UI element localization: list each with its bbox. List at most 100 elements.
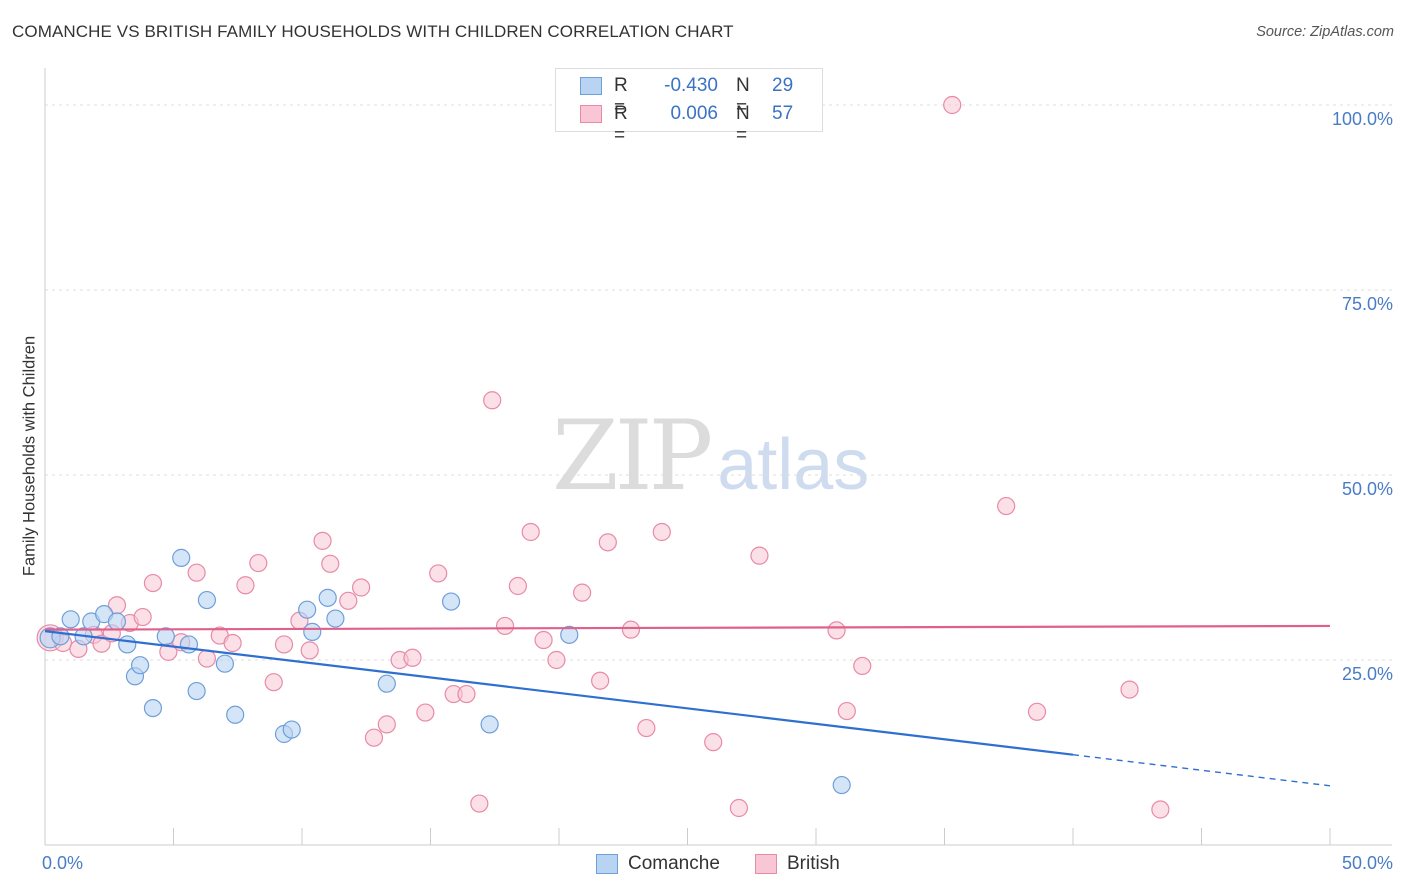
comanche-n-value: 29 [772,75,794,96]
british-point [621,620,641,639]
british-point [377,715,396,734]
trend-lines [44,624,1331,787]
british-point [429,564,448,583]
y-tick-label: 25.0% [1342,664,1393,684]
british-point [143,573,163,593]
british-legend-label: British [787,853,840,874]
comanche-point [197,590,217,610]
british-point [300,641,319,660]
comanche-point [303,622,322,641]
british-point [637,718,656,738]
comanche-point [172,548,191,567]
british-point [573,583,592,602]
comanche-point [143,698,163,718]
british-point [853,656,872,676]
british-point [704,733,723,752]
source-label: Source: ZipAtlas.com [1256,24,1394,40]
y-tick-label: 100.0% [1332,109,1393,129]
british-point [416,703,435,722]
british-point [534,630,553,650]
watermark-zip: ZIP [552,400,713,512]
british-point [750,546,769,565]
comanche-point [215,654,234,673]
british-point [223,633,242,653]
british-point [339,591,358,610]
british-point [274,635,294,654]
comanche-legend-swatch [596,854,618,874]
british-point [364,728,384,747]
british-point [598,533,617,552]
comanche-swatch [580,77,602,95]
comanche-point [118,635,137,654]
british-point [264,673,283,692]
british-point [652,522,671,542]
comanche-point [441,592,461,611]
comanche-point [560,625,579,644]
y-tick-label: 75.0% [1342,294,1393,314]
british-point [197,649,217,668]
tick-labels: 25.0% 50.0% 75.0% 100.0% 0.0% 50.0% [42,109,1393,873]
british-point [521,522,540,542]
british-swatch [580,105,602,123]
british-point [313,531,332,550]
british-legend-swatch [755,854,777,874]
chart-title: COMANCHE VS BRITISH FAMILY HOUSEHOLDS WI… [12,22,734,41]
british-point [943,95,962,115]
comanche-r-value: -0.430 [664,75,718,96]
british-point [997,496,1016,516]
british-r-value: 0.006 [670,103,718,124]
comanche-legend-label: Comanche [628,853,720,874]
axes [44,68,1392,846]
british-point [591,671,610,690]
axis-ticks [44,828,1331,845]
british-point [236,576,255,595]
british-point [1151,800,1170,819]
comanche-point [298,600,317,619]
watermark: ZIP atlas [552,400,869,512]
comanche-n-label: N = [736,75,750,118]
british-trend-line [44,624,1331,631]
comanche-point [480,715,499,734]
comanche-point [179,635,199,654]
british-n-label: N = [736,103,750,146]
british-point [457,684,476,704]
comanche-point [318,588,337,607]
british-points [36,95,1170,819]
british-point [547,650,566,670]
comanche-trend-extension [1072,754,1331,787]
comanche-point [832,775,851,795]
comanche-trend-line [44,630,1074,756]
british-point [133,607,152,627]
comanche-r-label: R = [614,75,628,118]
comanche-point [326,609,345,628]
british-point [352,578,371,597]
x-tick-label-min: 0.0% [42,853,83,873]
comanche-point [130,656,150,675]
british-point [321,554,340,573]
correlation-legend: R = -0.430 N = 29 R = 0.006 N = 57 [555,68,823,146]
british-point [495,616,515,636]
british-point [837,701,856,721]
british-point [827,621,846,640]
comanche-point [377,674,396,693]
x-tick-label-max: 50.0% [1342,853,1393,873]
british-point [483,391,502,410]
watermark-atlas: atlas [717,425,870,505]
comanche-point [282,720,301,739]
comanche-point [187,681,206,701]
comanche-point [61,610,80,629]
british-point [1027,702,1047,721]
british-n-value: 57 [772,103,794,124]
british-point [508,576,527,596]
british-point [403,648,422,667]
british-point [187,563,206,582]
british-point [470,794,489,813]
comanche-points [39,548,851,795]
british-point [729,798,749,818]
british-r-label: R = [614,103,628,146]
british-point [249,553,268,573]
comanche-point [107,612,127,631]
y-tick-label: 50.0% [1342,479,1393,499]
comanche-point [226,705,245,724]
